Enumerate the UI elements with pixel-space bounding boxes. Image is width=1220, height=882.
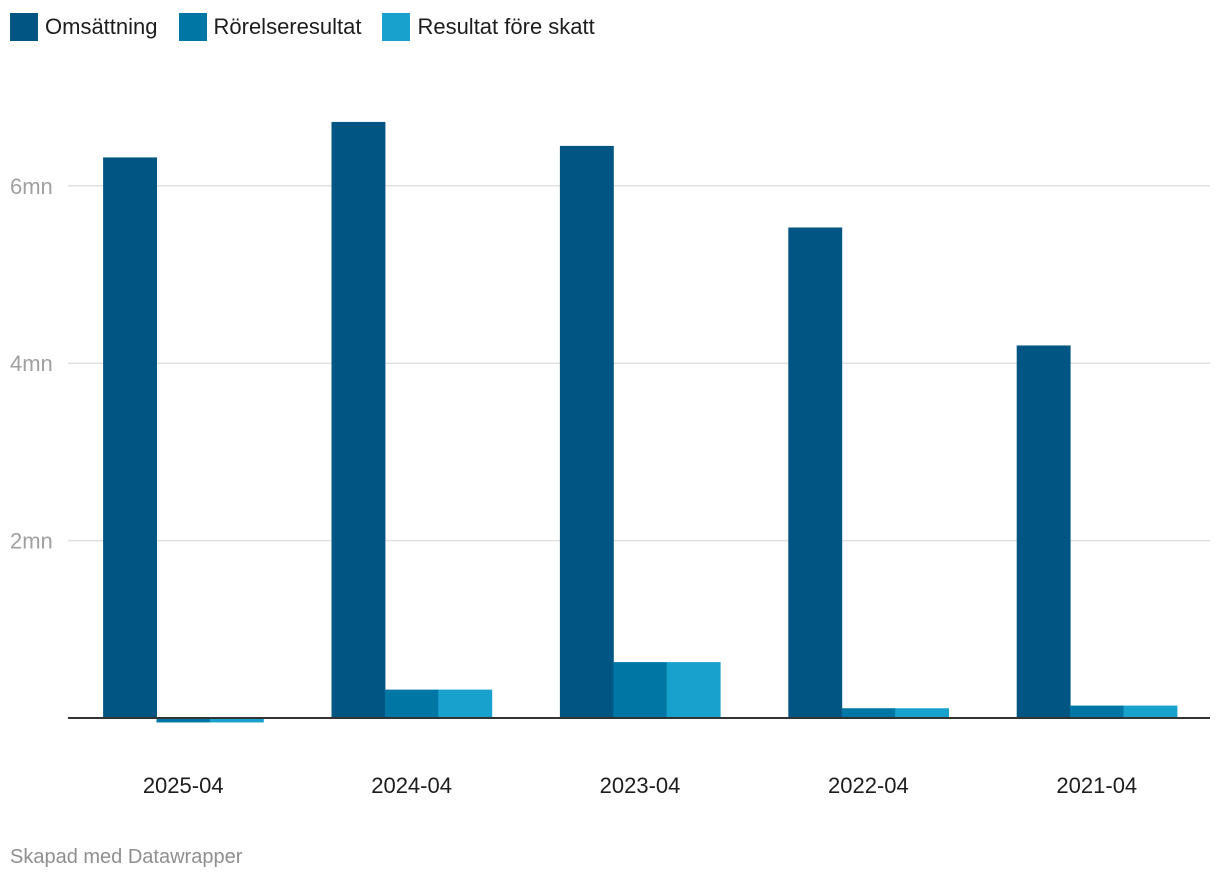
bar-2022-04-series-2 [895, 708, 949, 718]
x-tick-label-0: 2025-04 [143, 773, 224, 798]
x-axis-ticks: 2025-04 2024-04 2023-04 2022-04 2021-04 [143, 773, 1137, 798]
bars [103, 121, 1178, 723]
y-axis-ticks: 2mn 4mn 6mn [10, 174, 53, 554]
legend-label-omsattning: Omsättning [45, 14, 158, 39]
bar-2024-04-series-1 [384, 689, 439, 718]
bar-2021-04-series-0 [1016, 345, 1071, 718]
legend-item-resultat-fore-skatt: Resultat före skatt [382, 13, 595, 41]
chart-legend: Omsättning Rörelseresultat Resultat före… [10, 13, 595, 41]
bar-2025-04-series-2 [209, 718, 264, 723]
legend-swatch-rorelseresultat [178, 13, 207, 41]
y-tick-label-1: 4mn [10, 351, 53, 376]
bar-2021-04-series-2 [1123, 705, 1178, 718]
bar-2023-04-series-0 [559, 145, 614, 718]
x-tick-label-1: 2024-04 [371, 773, 452, 798]
x-tick-label-3: 2022-04 [828, 773, 909, 798]
legend-swatch-omsattning [10, 13, 38, 41]
legend-item-omsattning: Omsättning [10, 13, 158, 41]
y-tick-label-2: 6mn [10, 174, 53, 199]
y-tick-label-0: 2mn [10, 529, 53, 554]
bar-2022-04-series-0 [788, 227, 843, 718]
bar-2025-04-series-0 [103, 157, 157, 718]
x-tick-label-2: 2023-04 [600, 773, 681, 798]
chart-credit: Skapad med Datawrapper [10, 846, 243, 868]
bar-2021-04-series-1 [1070, 705, 1124, 718]
bar-2023-04-series-1 [613, 662, 668, 718]
bar-2022-04-series-1 [841, 708, 896, 718]
legend-label-resultat-fore-skatt: Resultat före skatt [417, 14, 595, 39]
bar-2025-04-series-1 [156, 718, 211, 723]
legend-swatch-resultat-fore-skatt [382, 13, 411, 41]
legend-item-rorelseresultat: Rörelseresultat [178, 13, 362, 41]
bar-2023-04-series-2 [666, 662, 721, 718]
legend-label-rorelseresultat: Rörelseresultat [213, 14, 362, 39]
bar-2024-04-series-0 [331, 121, 386, 719]
bar-2024-04-series-2 [438, 689, 493, 718]
x-tick-label-4: 2021-04 [1056, 773, 1137, 798]
